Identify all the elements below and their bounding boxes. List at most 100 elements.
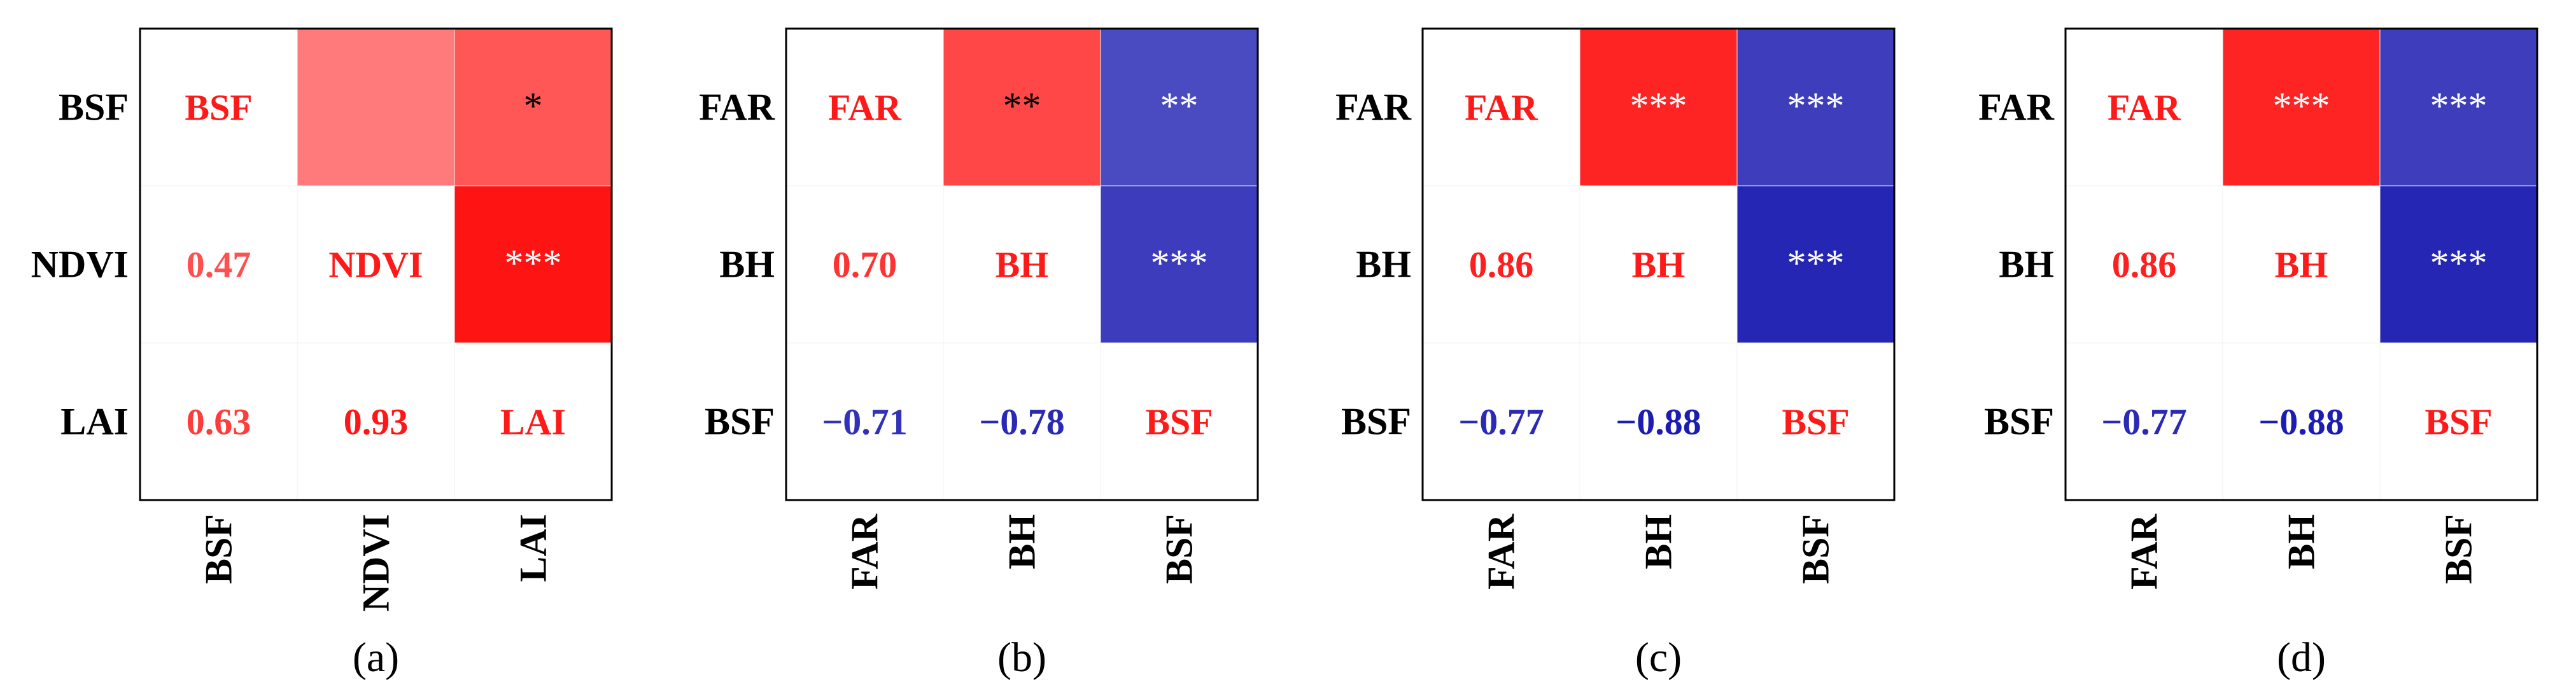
heatmap-cell [2379,185,2538,344]
y-tick-label: LAI [60,401,129,443]
x-tick-label: BH [1001,514,1043,569]
heatmap-cell [297,185,455,344]
diagonal-label: NDVI [328,244,423,286]
panel-label: (c) [1635,634,1682,681]
y-tick-label: BSF [1341,401,1411,443]
y-tick-label: FAR [1335,87,1412,129]
heatmap-cell [1100,185,1258,344]
correlation-value: 0.86 [2112,244,2177,286]
y-tick-label: NDVI [31,244,129,286]
heatmap-cell [297,28,455,186]
panel-label: (b) [997,634,1046,681]
heatmap-cell [2065,185,2223,344]
heatmap-cell [139,342,298,501]
heatmap-cell [943,342,1101,501]
heatmap-cell [2065,342,2223,501]
x-tick-label: BH [2281,514,2323,569]
correlation-value: 0.70 [833,244,897,286]
heatmap-cell [785,342,944,501]
panel-label: (d) [2277,634,2326,681]
y-tick-label: BH [719,244,775,286]
correlation-value: 0.47 [187,244,251,286]
heatmap-frame [785,27,1259,501]
y-tick-label: BSF [59,87,129,129]
heatmap-panel-b: FAR ** ** 0.70 BH *** −0.71 −0.78 BSF FAR BH BSF FAR… [699,27,1259,681]
heatmap-panel-c: FAR *** *** 0.86 BH *** −0.77 −0.88 BSF FAR BH BSF F… [1335,27,1896,681]
diagonal-label: LAI [500,401,566,443]
significance-stars: ** [1003,85,1041,127]
significance-stars: *** [2273,85,2330,127]
heatmap-cell [2222,342,2381,501]
heatmap-cell [2222,185,2381,344]
significance-stars: *** [505,242,562,284]
diagonal-label: BH [996,244,1049,286]
diagonal-label: BSF [1782,401,1849,443]
heatmap-cell [785,28,944,186]
heatmap-cell [1736,28,1895,186]
x-tick-label: BH [1638,514,1680,569]
heatmap-cell [1579,185,1738,344]
panel-label: (a) [353,634,399,681]
y-tick-label: FAR [1978,87,2055,129]
heatmap-cell [943,28,1101,186]
correlation-value: 0.93 [344,401,409,443]
heatmap-cell [943,185,1101,344]
heatmap-cell [454,185,612,344]
heatmap-cell [454,342,612,501]
y-tick-label: BH [1999,244,2054,286]
correlation-value: −0.71 [822,401,908,443]
y-tick-label: BH [1356,244,1411,286]
heatmap-cell [139,28,298,186]
significance-stars: *** [2430,242,2488,284]
diagonal-label: BSF [1145,401,1213,443]
significance-stars: ** [1160,85,1199,127]
x-tick-label: BSF [1795,514,1837,584]
diagonal-label: FAR [2108,87,2181,129]
x-tick-label: FAR [1481,513,1523,590]
correlation-value: −0.88 [1615,401,1701,443]
heatmap-cell [1736,185,1895,344]
heatmap-cell [2379,342,2538,501]
diagonal-label: FAR [1465,87,1538,129]
correlation-value: −0.78 [979,401,1065,443]
x-tick-label: BSF [198,514,240,584]
significance-stars: *** [1787,242,1845,284]
diagonal-label: BH [1632,244,1686,286]
significance-stars: *** [1630,85,1687,127]
significance-stars: *** [1787,85,1845,127]
x-tick-label: FAR [844,513,886,590]
correlation-value: 0.86 [1469,244,1534,286]
x-tick-label: NDVI [355,514,397,611]
heatmap-cell [2065,28,2223,186]
x-tick-label: FAR [2123,513,2165,590]
correlation-value: 0.63 [187,401,251,443]
significance-stars: *** [1151,242,1208,284]
heatmap-cell [1422,185,1580,344]
heatmap-panel-a: BSF * 0.47 NDVI *** 0.63 0.93 LAI BSF NDVI LAI BSF N… [31,27,613,681]
heatmap-cell [785,185,944,344]
heatmap-frame [139,27,613,501]
heatmap-cell [1422,28,1580,186]
correlation-value: −0.77 [2101,401,2187,443]
heatmap-frame [1421,27,1896,501]
diagonal-label: BH [2275,244,2328,286]
significance-stars: * [524,85,543,127]
heatmap-cell [297,342,455,501]
heatmap-cell [2379,28,2538,186]
x-tick-label: BSF [2438,514,2480,584]
y-tick-label: BSF [705,401,775,443]
heatmap-cell [1579,28,1738,186]
y-tick-label: BSF [1984,401,2054,443]
heatmap-cell [1736,342,1895,501]
diagonal-label: BSF [2425,401,2492,443]
x-tick-label: BSF [1158,514,1200,584]
heatmap-cell [454,28,612,186]
heatmap-panel-d: FAR *** *** 0.86 BH *** −0.77 −0.88 BSF FAR BH BSF F… [1978,27,2538,681]
correlation-value: −0.77 [1458,401,1544,443]
heatmap-cell [1100,28,1258,186]
x-tick-label: LAI [512,514,554,582]
heatmap-cell [2222,28,2381,186]
heatmap-cell [1422,342,1580,501]
diagonal-label: BSF [185,87,252,129]
